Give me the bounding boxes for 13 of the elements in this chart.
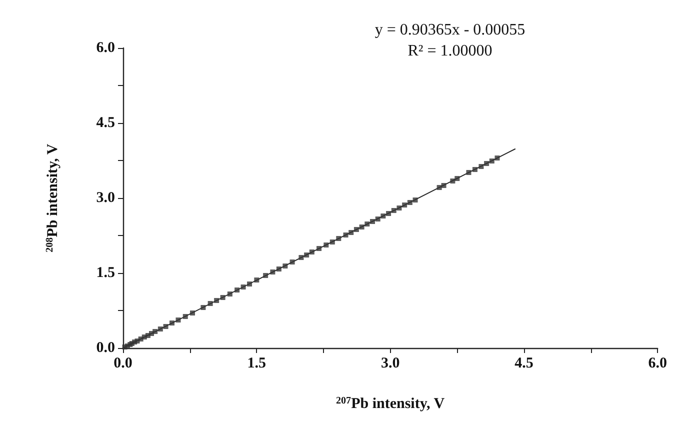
y-tick-label: 4.5 [96, 115, 115, 131]
x-tick-label: 1.5 [247, 356, 266, 372]
y-tick-label: 0.0 [96, 340, 115, 356]
x-tick-label: 6.0 [648, 356, 667, 372]
y-tick-label: 1.5 [96, 265, 115, 281]
annotation: R² = 1.00000 [408, 42, 492, 60]
y-axis-title: 208Pb intensity, V [44, 144, 61, 252]
x-tick-label: 0.0 [114, 356, 132, 372]
y-tick-label: 3.0 [96, 190, 115, 206]
x-tick-label: 3.0 [380, 356, 400, 372]
x-tick-label: 4.5 [514, 356, 534, 372]
text: y = 0.90365x - 0.00055 [374, 22, 526, 38]
y-tick-label: 6.0 [96, 40, 115, 56]
